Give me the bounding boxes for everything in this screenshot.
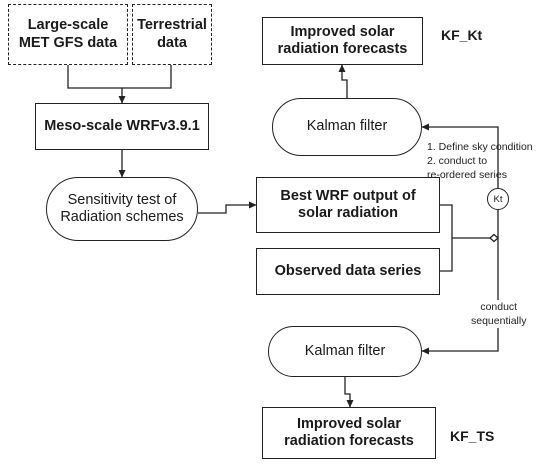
improved-forecast-top-node: Improved solar radiation forecasts	[262, 17, 423, 65]
improved-forecast-bottom-node: Improved solar radiation forecasts	[262, 407, 436, 459]
edge-gfs-to-wrf	[67, 65, 126, 104]
edge-sensitivity-to-best-wrf	[198, 201, 257, 214]
edge-best-wrf-merge	[440, 204, 453, 238]
edge-kalman-bottom-to-improved	[344, 377, 354, 408]
sky-condition-steps-note: 1. Define sky condition 2. conduct to re…	[427, 141, 533, 182]
merge-diamond	[489, 233, 499, 243]
edge-bus-down	[421, 238, 499, 355]
edge-terrestrial-to-wrf	[122, 65, 172, 89]
conduct-sequentially-note: conduct sequentially	[471, 300, 527, 329]
kf-kt-label: KF_Kt	[441, 27, 483, 43]
kalman-filter-top-node: Kalman filter	[272, 98, 422, 156]
observed-data-node: Observed data series	[256, 248, 440, 295]
kf-ts-label: KF_TS	[450, 428, 495, 444]
edge-observed-merge	[440, 238, 453, 272]
wrf-model-node: Meso-scale WRFv3.9.1	[35, 103, 209, 150]
edge-kalman-top-to-improved	[338, 64, 348, 98]
sensitivity-test-node: Sensitivity test of Radiation schemes	[46, 177, 198, 241]
terrestrial-data-node: Terrestrial data	[132, 4, 212, 65]
kt-index-circle: Kt	[487, 188, 509, 210]
kalman-filter-bottom-node: Kalman filter	[268, 326, 422, 377]
large-scale-met-gfs-node: Large-scale MET GFS data	[8, 4, 128, 65]
best-wrf-output-node: Best WRF output of solar radiation	[256, 177, 440, 233]
